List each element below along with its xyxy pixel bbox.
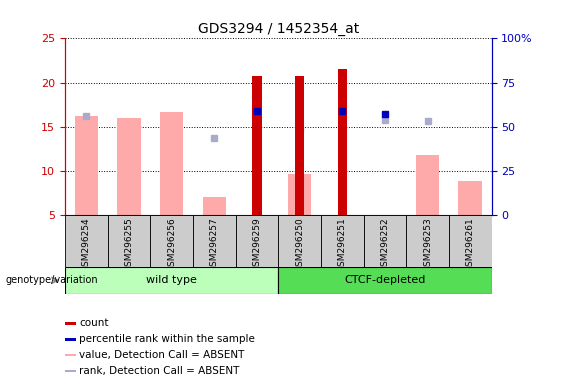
Bar — [416, 155, 440, 215]
Bar — [107, 215, 150, 267]
Bar — [236, 215, 278, 267]
Text: genotype/variation: genotype/variation — [6, 275, 98, 285]
Bar — [65, 267, 278, 294]
Bar — [160, 112, 184, 215]
Bar — [75, 116, 98, 215]
Bar — [364, 215, 406, 267]
Bar — [202, 197, 226, 215]
Text: GSM296252: GSM296252 — [380, 218, 389, 272]
Text: CTCF-depleted: CTCF-depleted — [344, 275, 425, 285]
Text: GSM296261: GSM296261 — [466, 218, 475, 272]
Bar — [117, 118, 141, 215]
Text: count: count — [79, 318, 108, 328]
Text: GSM296253: GSM296253 — [423, 218, 432, 272]
Bar — [65, 338, 76, 341]
Bar — [65, 215, 107, 267]
Bar — [458, 182, 482, 215]
Text: GSM296250: GSM296250 — [295, 218, 304, 272]
Text: value, Detection Call = ABSENT: value, Detection Call = ABSENT — [79, 350, 245, 360]
Bar — [321, 215, 364, 267]
Bar — [406, 215, 449, 267]
Bar — [279, 215, 321, 267]
Bar — [279, 267, 492, 294]
Text: GSM296259: GSM296259 — [253, 218, 262, 272]
Bar — [150, 215, 193, 267]
Text: GSM296257: GSM296257 — [210, 218, 219, 272]
Bar — [288, 174, 311, 215]
Text: GSM296254: GSM296254 — [82, 218, 91, 272]
Text: percentile rank within the sample: percentile rank within the sample — [79, 334, 255, 344]
Bar — [65, 354, 76, 356]
Bar — [337, 70, 347, 215]
Title: GDS3294 / 1452354_at: GDS3294 / 1452354_at — [198, 22, 359, 36]
Bar — [65, 322, 76, 325]
Bar — [193, 215, 236, 267]
Text: rank, Detection Call = ABSENT: rank, Detection Call = ABSENT — [79, 366, 240, 376]
Bar — [449, 215, 492, 267]
Bar — [295, 76, 305, 215]
Bar — [65, 370, 76, 372]
Text: GSM296251: GSM296251 — [338, 218, 347, 272]
Text: GSM296256: GSM296256 — [167, 218, 176, 272]
Text: GSM296255: GSM296255 — [124, 218, 133, 272]
Bar — [252, 76, 262, 215]
Text: wild type: wild type — [146, 275, 197, 285]
